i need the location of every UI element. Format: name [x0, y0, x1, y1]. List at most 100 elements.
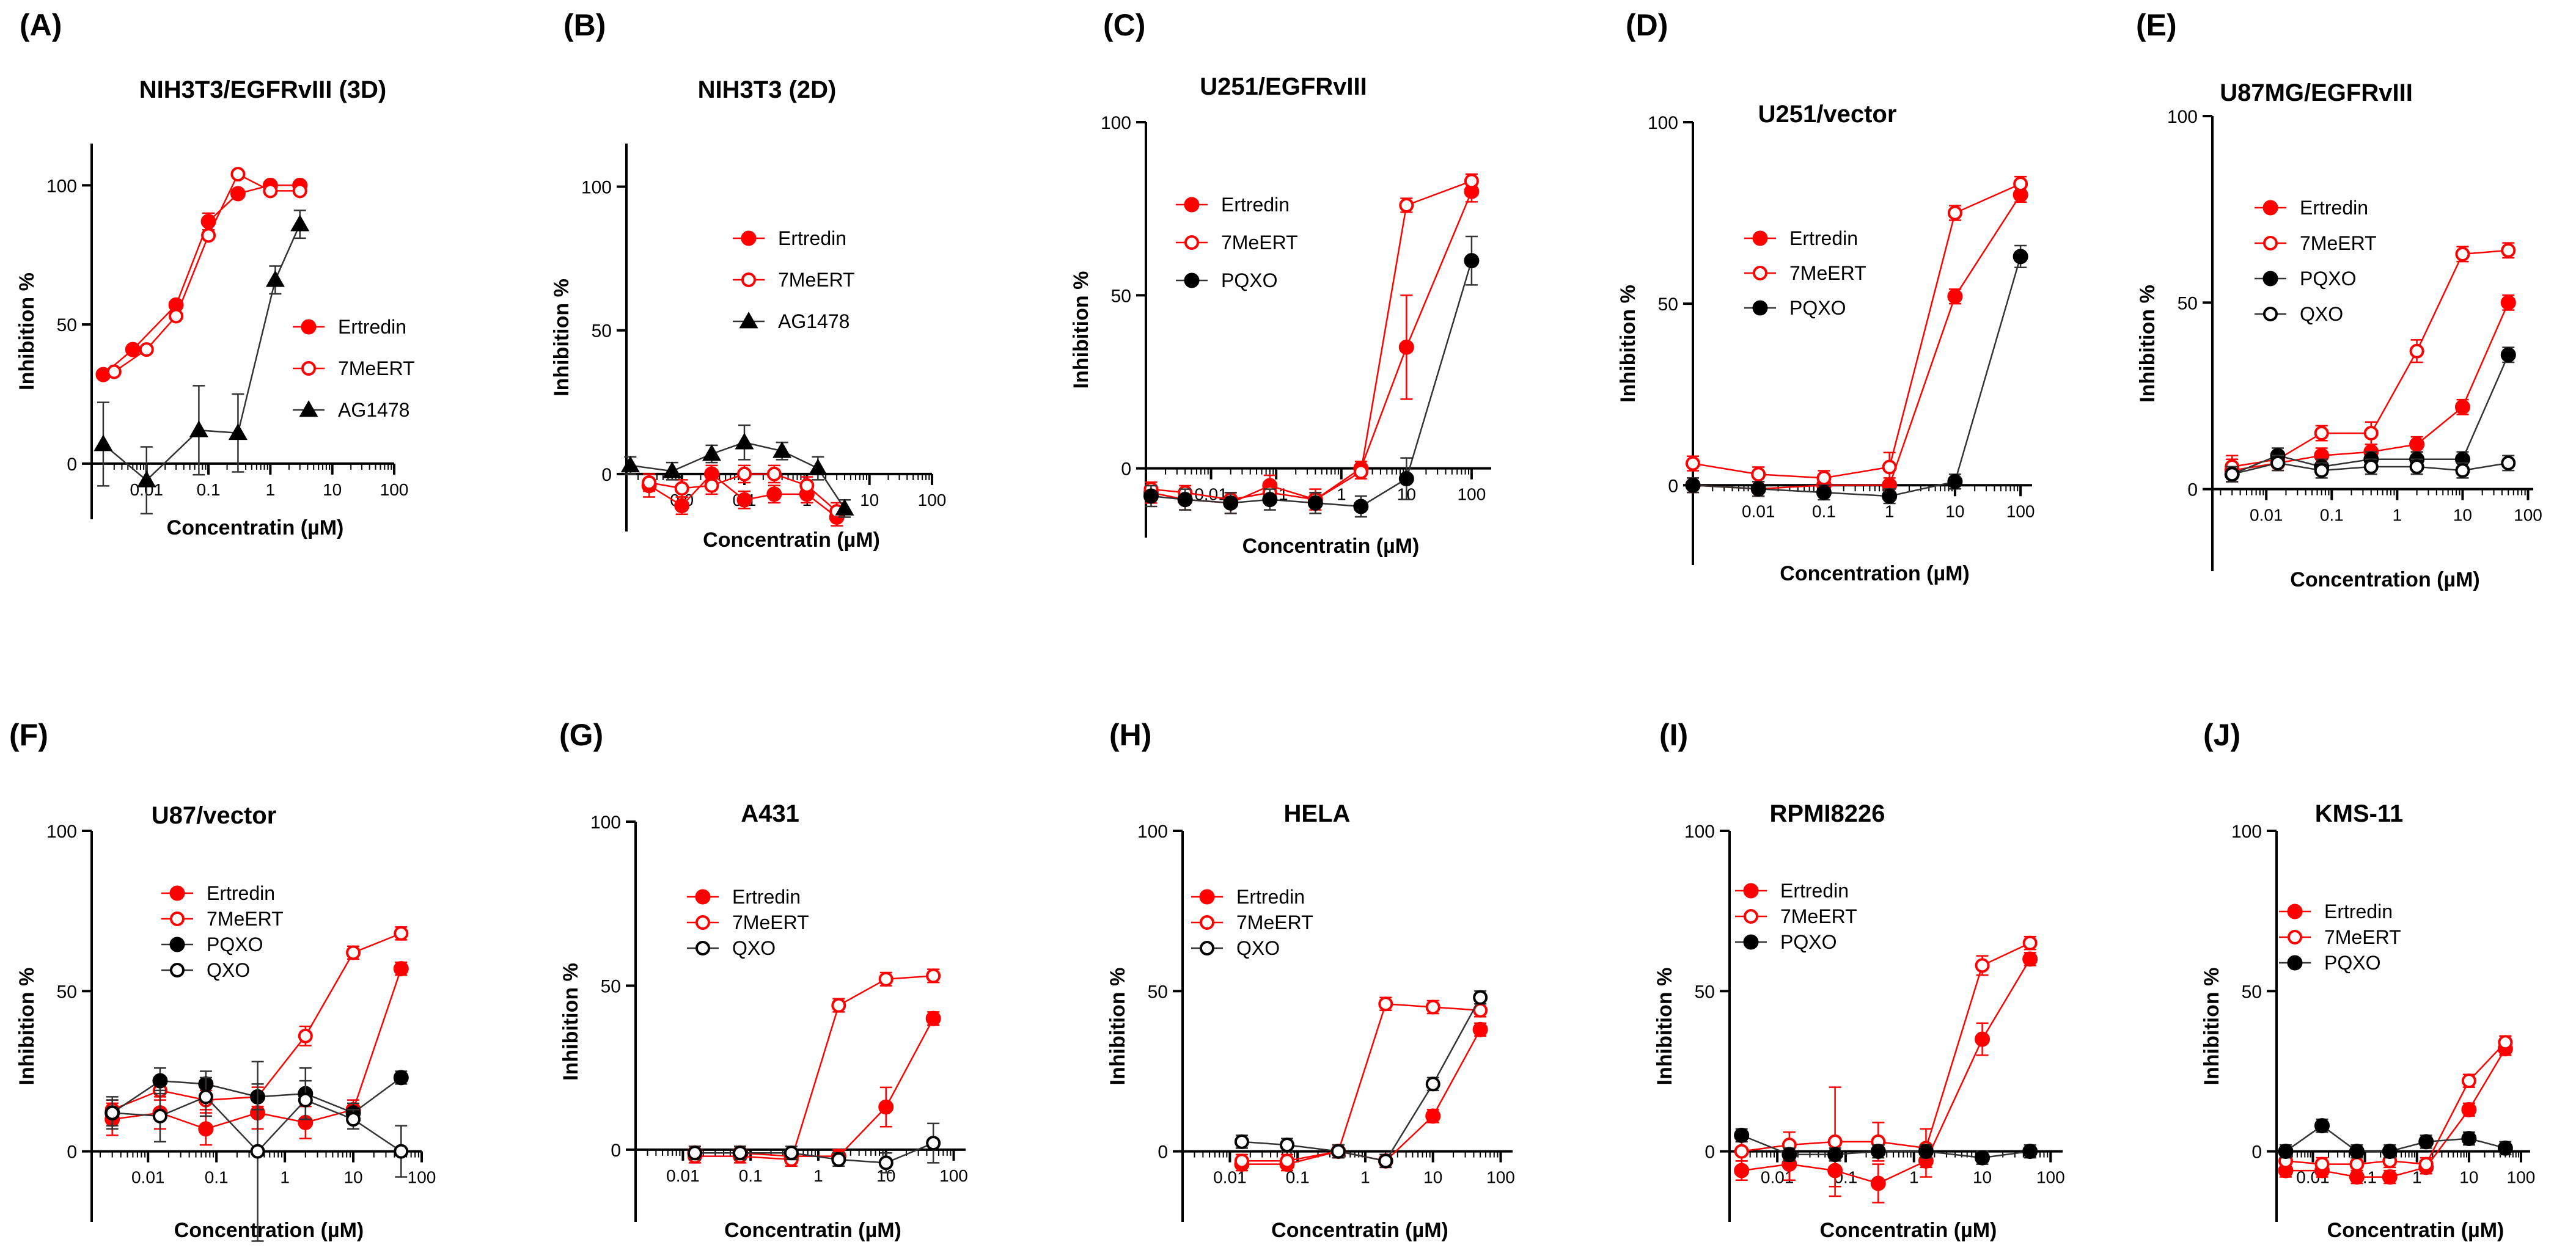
panel-label: (B)	[563, 8, 606, 42]
legend-marker	[1200, 941, 1214, 955]
y-tick-label: 100	[2231, 822, 2262, 842]
series-7meert	[1686, 175, 2028, 486]
x-axis-label: Concentratin (µM)	[1820, 1219, 1997, 1242]
legend-label: PQXO	[1221, 269, 1277, 291]
legend: Ertredin 7MeERT QXO	[1191, 886, 1313, 959]
data-point	[189, 420, 208, 437]
data-point	[298, 1092, 313, 1108]
legend-label: 7MeERT	[1221, 232, 1298, 254]
y-axis-label: Inhibition %	[2200, 968, 2223, 1086]
data-point	[2349, 1169, 2365, 1185]
y-tick-label: 0	[601, 465, 612, 485]
y-tick-label: 0	[611, 1141, 621, 1161]
legend-label: 7MeERT	[2300, 232, 2377, 254]
series-ag1478	[94, 210, 310, 515]
chart-panel-e: (E) U87MG/EGFRvIII 0 50 100 Inhibition % 0.01 0…	[2136, 8, 2542, 591]
legend-marker	[1199, 889, 1215, 905]
y-tick-label: 50	[2242, 982, 2262, 1002]
data-point	[1870, 1144, 1886, 1160]
series-line	[1151, 191, 1473, 504]
x-tick-label: 10	[323, 480, 342, 499]
legend-marker	[1743, 883, 1759, 899]
data-point	[662, 461, 682, 478]
panel-label: (C)	[1103, 8, 1145, 42]
chart-title: U251/EGFRvIII	[1200, 73, 1367, 100]
legend: Ertredin 7MeERT PQXO	[2279, 900, 2401, 974]
data-point	[1280, 1138, 1295, 1153]
chart-panel-f: (F) U87/vector 0 50 100 Inhibition % 0.01 0.1 1 1…	[9, 718, 436, 1242]
legend-marker	[169, 885, 185, 901]
data-point	[1353, 464, 1368, 480]
series-line	[694, 975, 934, 1161]
data-point	[835, 499, 854, 516]
data-point	[1464, 174, 1479, 189]
legend-label: Ertredin	[1236, 886, 1305, 908]
data-point	[687, 1145, 702, 1161]
x-tick-label: 1	[2412, 1168, 2422, 1187]
series-7meert	[687, 968, 941, 1167]
data-point	[1223, 495, 1239, 511]
panel-label: (J)	[2203, 718, 2240, 752]
data-point	[2314, 1156, 2330, 1172]
data-point	[2314, 463, 2329, 478]
panel-label: (D)	[1626, 8, 1668, 42]
x-axis-label: Concentratin (µM)	[1242, 535, 1420, 558]
y-tick-label: 0	[67, 455, 77, 475]
legend-marker	[2263, 307, 2278, 321]
legend-marker	[169, 937, 185, 952]
data-point	[926, 1136, 941, 1151]
data-point	[2349, 1156, 2365, 1172]
data-point	[1472, 1021, 1488, 1037]
data-point	[2013, 177, 2028, 192]
chart-title: RPMI8226	[1770, 800, 1885, 827]
legend-label: PQXO	[207, 933, 263, 955]
data-point	[926, 968, 941, 984]
legend-label: 7MeERT	[338, 357, 415, 379]
data-point	[2498, 1035, 2513, 1050]
data-point	[674, 481, 689, 496]
legend-label: Ertredin	[338, 316, 406, 338]
data-point	[2501, 455, 2516, 470]
legend-label: QXO	[2300, 303, 2343, 325]
data-point	[230, 167, 246, 182]
chart-title: A431	[741, 800, 799, 827]
legend-marker	[1753, 266, 1767, 280]
legend: Ertredin 7MeERT PQXO QXO	[2255, 197, 2377, 325]
data-point	[1870, 1175, 1886, 1191]
x-tick-label: 10	[1973, 1168, 1992, 1187]
legend-label: 7MeERT	[1789, 262, 1866, 284]
legend-marker	[2262, 271, 2278, 287]
y-tick-label: 100	[2167, 107, 2198, 127]
legend-marker	[301, 319, 317, 335]
data-point	[1234, 1153, 1249, 1169]
panel-label: (A)	[20, 8, 62, 42]
chart-title: HELA	[1284, 800, 1351, 827]
legend-marker	[2288, 930, 2302, 944]
data-point	[2455, 246, 2470, 261]
series-7meert	[1234, 996, 1488, 1169]
series-pqxo	[2278, 1118, 2513, 1160]
data-point	[2497, 1140, 2513, 1156]
legend-marker	[299, 400, 318, 417]
data-point	[1750, 481, 1766, 497]
y-tick-label: 50	[601, 976, 621, 996]
data-point	[2022, 1144, 2038, 1160]
x-tick-label: 0.01	[131, 1168, 165, 1187]
data-point	[766, 486, 782, 502]
data-point	[2382, 1144, 2398, 1160]
x-tick-label: 100	[1486, 1168, 1515, 1187]
data-point	[878, 1155, 894, 1171]
x-axis-label: Concentratin (µM)	[724, 1219, 901, 1242]
data-point	[1177, 492, 1193, 508]
data-point	[152, 1108, 167, 1123]
data-point	[230, 186, 246, 202]
data-point	[1378, 996, 1393, 1012]
x-axis-label: Concentration (µM)	[174, 1219, 364, 1242]
legend-marker	[2262, 200, 2278, 216]
panel-label: (E)	[2136, 8, 2177, 42]
y-tick-label: 100	[1648, 113, 1678, 133]
data-point	[1816, 470, 1832, 486]
